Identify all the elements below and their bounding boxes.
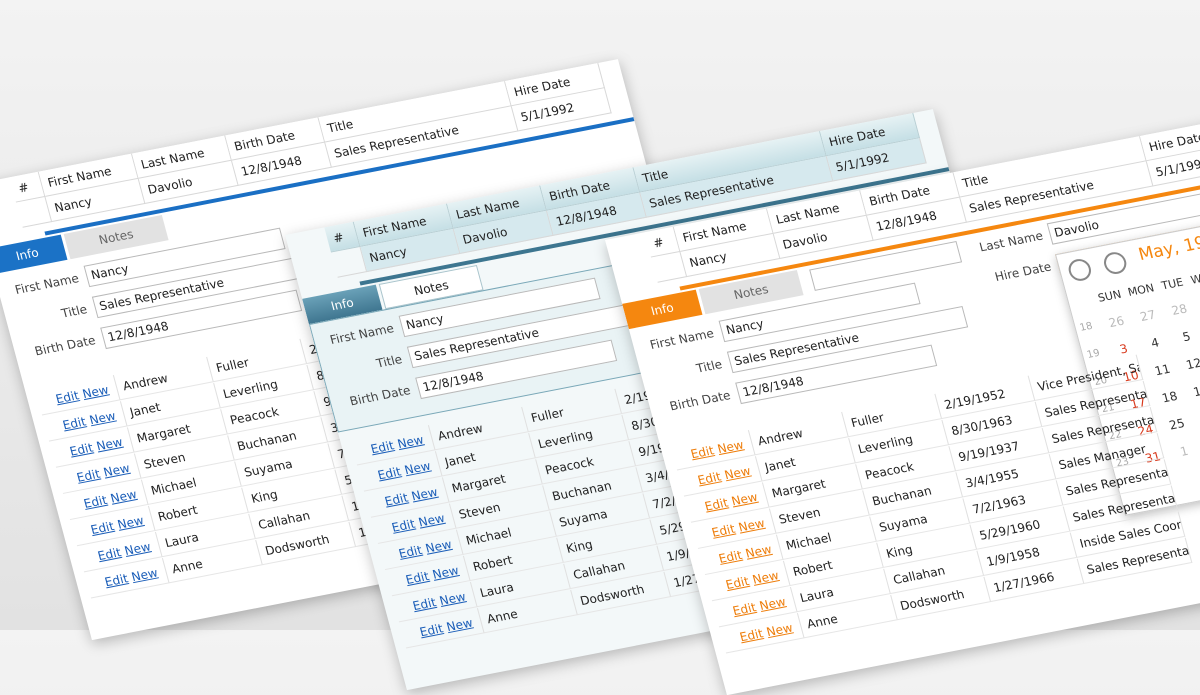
calendar-day[interactable]: 28 bbox=[1161, 294, 1197, 325]
field-label: Birth Date bbox=[14, 329, 98, 366]
row-link[interactable]: Edit bbox=[703, 496, 729, 514]
row-link[interactable]: New bbox=[751, 568, 780, 587]
row-link[interactable]: Edit bbox=[696, 469, 722, 487]
row-link[interactable]: Edit bbox=[54, 388, 80, 406]
row-link[interactable]: Edit bbox=[89, 519, 115, 537]
row-link[interactable]: New bbox=[81, 383, 110, 402]
row-link[interactable]: Edit bbox=[411, 595, 437, 613]
row-link[interactable]: New bbox=[424, 537, 453, 556]
row-link[interactable]: New bbox=[88, 409, 117, 428]
field-label: First Name bbox=[312, 317, 396, 354]
field-label: Title bbox=[640, 353, 724, 390]
row-link[interactable]: New bbox=[123, 539, 152, 558]
field-label: Title bbox=[320, 348, 404, 385]
calendar-day[interactable]: 26 bbox=[1098, 306, 1134, 337]
calendar-day[interactable]: 5 bbox=[1168, 321, 1200, 352]
row-link[interactable]: Edit bbox=[383, 491, 409, 509]
field-label: Birth Date bbox=[329, 379, 413, 416]
nav-button[interactable] bbox=[1066, 257, 1093, 283]
row-link[interactable]: Edit bbox=[82, 493, 108, 511]
field-label: Birth Date bbox=[649, 384, 733, 421]
row-link[interactable]: New bbox=[417, 511, 446, 530]
row-link[interactable]: Edit bbox=[75, 467, 101, 485]
calendar-day[interactable]: 11 bbox=[1144, 355, 1180, 386]
calendar-day[interactable]: 1 bbox=[1166, 436, 1200, 467]
row-link[interactable]: Edit bbox=[724, 574, 750, 592]
row-link[interactable]: Edit bbox=[369, 438, 395, 456]
row-link[interactable]: New bbox=[116, 513, 145, 532]
row-link[interactable]: New bbox=[102, 461, 131, 480]
row-link[interactable]: New bbox=[410, 485, 439, 504]
row-link[interactable]: New bbox=[95, 435, 124, 454]
row-link[interactable]: Edit bbox=[717, 548, 743, 566]
row-link[interactable]: New bbox=[744, 542, 773, 561]
calendar-day[interactable]: 18 bbox=[1152, 382, 1188, 413]
row-link[interactable]: Edit bbox=[103, 571, 129, 589]
row-link[interactable]: Edit bbox=[404, 569, 430, 587]
nav-button[interactable] bbox=[1102, 250, 1129, 276]
row-link[interactable]: Edit bbox=[710, 522, 736, 540]
calendar-day[interactable]: 27 bbox=[1130, 300, 1166, 331]
field-label: First Name bbox=[0, 267, 81, 304]
row-link[interactable]: Edit bbox=[68, 441, 94, 459]
row-link[interactable]: New bbox=[403, 459, 432, 478]
field-label: First Name bbox=[632, 322, 716, 359]
row-link[interactable]: New bbox=[396, 433, 425, 452]
row-link[interactable]: New bbox=[737, 516, 766, 535]
row-link[interactable]: New bbox=[130, 566, 159, 585]
calendar-day[interactable]: 25 bbox=[1159, 409, 1195, 440]
row-link[interactable]: New bbox=[730, 490, 759, 509]
calendar-day[interactable]: 4 bbox=[1137, 327, 1173, 358]
row-link[interactable]: New bbox=[723, 464, 752, 483]
row-link[interactable]: New bbox=[445, 616, 474, 635]
row-link[interactable]: Edit bbox=[731, 600, 757, 618]
row-link[interactable]: New bbox=[438, 589, 467, 608]
row-link[interactable]: Edit bbox=[738, 626, 764, 644]
row-link[interactable]: New bbox=[109, 487, 138, 506]
field-label: Title bbox=[5, 298, 89, 335]
row-link[interactable]: Edit bbox=[689, 443, 715, 461]
row-link[interactable]: Edit bbox=[397, 543, 423, 561]
screen: (() => { const data = JSON.parse(documen… bbox=[0, 0, 1200, 630]
row-link[interactable]: Edit bbox=[61, 414, 87, 432]
row-link[interactable]: New bbox=[758, 594, 787, 613]
row-link[interactable]: Edit bbox=[376, 464, 402, 482]
row-link[interactable]: Edit bbox=[390, 517, 416, 535]
row-link[interactable]: New bbox=[431, 563, 460, 582]
row-link[interactable]: Edit bbox=[418, 621, 444, 639]
row-link[interactable]: Edit bbox=[96, 545, 122, 563]
row-link[interactable]: New bbox=[716, 438, 745, 457]
